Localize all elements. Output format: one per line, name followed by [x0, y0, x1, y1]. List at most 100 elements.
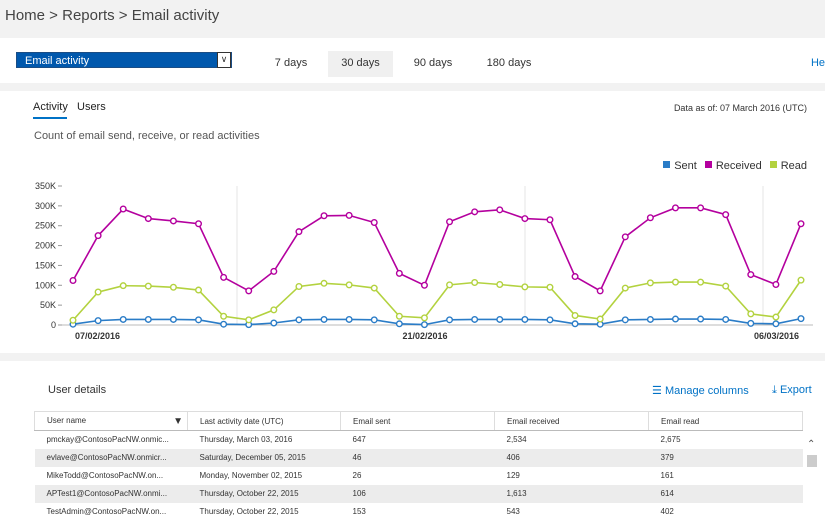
table-cell: 46	[340, 448, 495, 467]
data-point-read	[395, 312, 403, 320]
col-email-received[interactable]: Email received	[494, 411, 649, 431]
data-point-read	[521, 283, 529, 291]
data-point-received	[370, 219, 378, 227]
report-selector-value: Email activity	[25, 55, 90, 67]
data-point-read	[747, 310, 755, 318]
x-tick-label: 07/02/2016	[75, 331, 120, 341]
scroll-thumb[interactable]	[807, 455, 817, 467]
data-point-received	[521, 215, 529, 223]
data-point-received	[295, 228, 303, 236]
user-details-title: User details	[48, 384, 107, 396]
export-button[interactable]: ⤓ Export	[772, 384, 812, 397]
data-point-sent	[797, 315, 805, 323]
toolbar: Email activity ∨ 7 days 30 days 90 days …	[0, 38, 825, 83]
data-point-received	[722, 211, 730, 219]
activity-card: Activity Users Data as of: 07 March 2016…	[0, 91, 825, 353]
data-point-received	[245, 287, 253, 295]
legend-read[interactable]: Read	[769, 160, 807, 172]
col-email-read[interactable]: Email read	[648, 411, 803, 431]
data-point-sent	[471, 315, 479, 323]
data-point-read	[169, 283, 177, 291]
legend-sent[interactable]: Sent	[663, 160, 697, 172]
legend-received-label: Received	[715, 160, 762, 172]
active-tab-indicator	[33, 117, 67, 119]
tab-90-days[interactable]: 90 days	[413, 57, 453, 69]
legend-read-label: Read	[780, 160, 807, 172]
received-swatch	[704, 161, 712, 168]
table-row[interactable]: evlave@ContosoPacNW.onmicr... Saturday, D…	[34, 448, 803, 467]
data-point-received	[94, 232, 102, 240]
data-point-sent	[420, 321, 428, 329]
table-cell: evlave@ContosoPacNW.onmicr...	[34, 448, 188, 467]
table-cell: Thursday, October 22, 2015	[187, 484, 341, 503]
user-details-table: User name ▼ Last activity date (UTC) Emai…	[34, 411, 803, 521]
tab-activity[interactable]: Activity	[33, 101, 68, 113]
data-point-sent	[195, 316, 203, 324]
data-point-read	[94, 288, 102, 296]
breadcrumb: Home > Reports > Email activity	[5, 7, 220, 24]
data-point-received	[270, 267, 278, 275]
data-point-sent	[144, 315, 152, 323]
table-cell: TestAdmin@ContosoPacNW.on...	[46, 507, 167, 516]
data-point-read	[69, 316, 77, 324]
tab-180-days[interactable]: 180 days	[486, 57, 532, 69]
table-row[interactable]: TestAdmin@ContosoPacNW.on... Thursday, Oc…	[35, 503, 803, 521]
tab-users[interactable]: Users	[77, 101, 106, 113]
table-cell: 379	[648, 448, 803, 467]
data-point-received	[546, 216, 554, 224]
y-tick-label: 300K	[35, 201, 56, 211]
table-cell: 106	[340, 484, 495, 503]
data-point-received	[772, 280, 780, 288]
data-point-sent	[119, 315, 127, 323]
data-point-sent	[697, 315, 705, 323]
data-point-read	[772, 313, 780, 321]
x-tick-label: 06/03/2016	[754, 331, 799, 341]
filter-icon[interactable]: ▼	[173, 415, 183, 427]
user-details-card: User details ☰ Manage columns ⤓ Export U…	[0, 361, 825, 523]
help-link[interactable]: He	[810, 57, 825, 69]
col-email-sent[interactable]: Email sent	[340, 411, 495, 431]
data-point-sent	[646, 315, 654, 323]
data-point-sent	[295, 316, 303, 324]
table-cell: Saturday, December 05, 2015	[187, 448, 341, 467]
scroll-up-icon[interactable]: ⌃	[807, 439, 816, 450]
data-point-sent	[395, 320, 403, 328]
data-point-read	[446, 281, 454, 289]
table-scrollbar[interactable]: ⌃	[805, 435, 819, 523]
manage-columns-label: Manage columns	[664, 385, 749, 397]
table-row[interactable]: MikeTodd@ContosoPacNW.on... Monday, Novem…	[35, 467, 803, 485]
table-cell: Monday, November 02, 2015	[199, 471, 303, 480]
data-point-sent	[722, 315, 730, 323]
y-tick-label: 50K	[40, 300, 56, 310]
data-point-received	[571, 273, 579, 281]
table-header-row: User name ▼ Last activity date (UTC) Emai…	[34, 411, 803, 431]
data-point-received	[621, 233, 629, 241]
data-point-received	[345, 211, 353, 219]
data-point-read	[270, 306, 278, 314]
data-point-read	[621, 284, 629, 292]
data-point-sent	[370, 316, 378, 324]
data-point-received	[671, 204, 679, 212]
data-as-of: Data as of: 07 March 2016 (UTC)	[673, 103, 807, 113]
legend-received[interactable]: Received	[704, 160, 762, 172]
report-selector[interactable]: Email activity ∨	[16, 52, 232, 68]
activity-line-chart: 0 50K 100K 150K 200K 250K 300K 350K 07/02/2016 21…	[35, 182, 813, 341]
manage-columns-button[interactable]: ☰ Manage columns	[652, 384, 749, 397]
table-cell: 2,534	[506, 435, 527, 445]
data-point-received	[471, 208, 479, 216]
table-cell: pmckay@ContosoPacNW.onmic...	[46, 435, 169, 445]
col-last-activity[interactable]: Last activity date (UTC)	[187, 411, 341, 431]
data-point-read	[370, 284, 378, 292]
chevron-down-icon[interactable]: ∨	[217, 52, 231, 68]
col-user-name[interactable]: User name ▼	[34, 411, 188, 431]
tab-30-days[interactable]: 30 days	[328, 51, 393, 77]
data-point-read	[471, 279, 479, 287]
x-tick-label: 21/02/2016	[402, 331, 447, 341]
table-row[interactable]: pmckay@ContosoPacNW.onmic... Thursday, Ma…	[35, 431, 803, 449]
table-row[interactable]: APTest1@ContosoPacNW.onmi... Thursday, Oc…	[34, 484, 803, 503]
data-point-sent	[571, 320, 579, 328]
tab-7-days[interactable]: 7 days	[274, 57, 308, 69]
table-cell: 26	[352, 471, 362, 480]
table-cell: 2,675	[660, 435, 681, 445]
data-point-read	[220, 312, 228, 320]
